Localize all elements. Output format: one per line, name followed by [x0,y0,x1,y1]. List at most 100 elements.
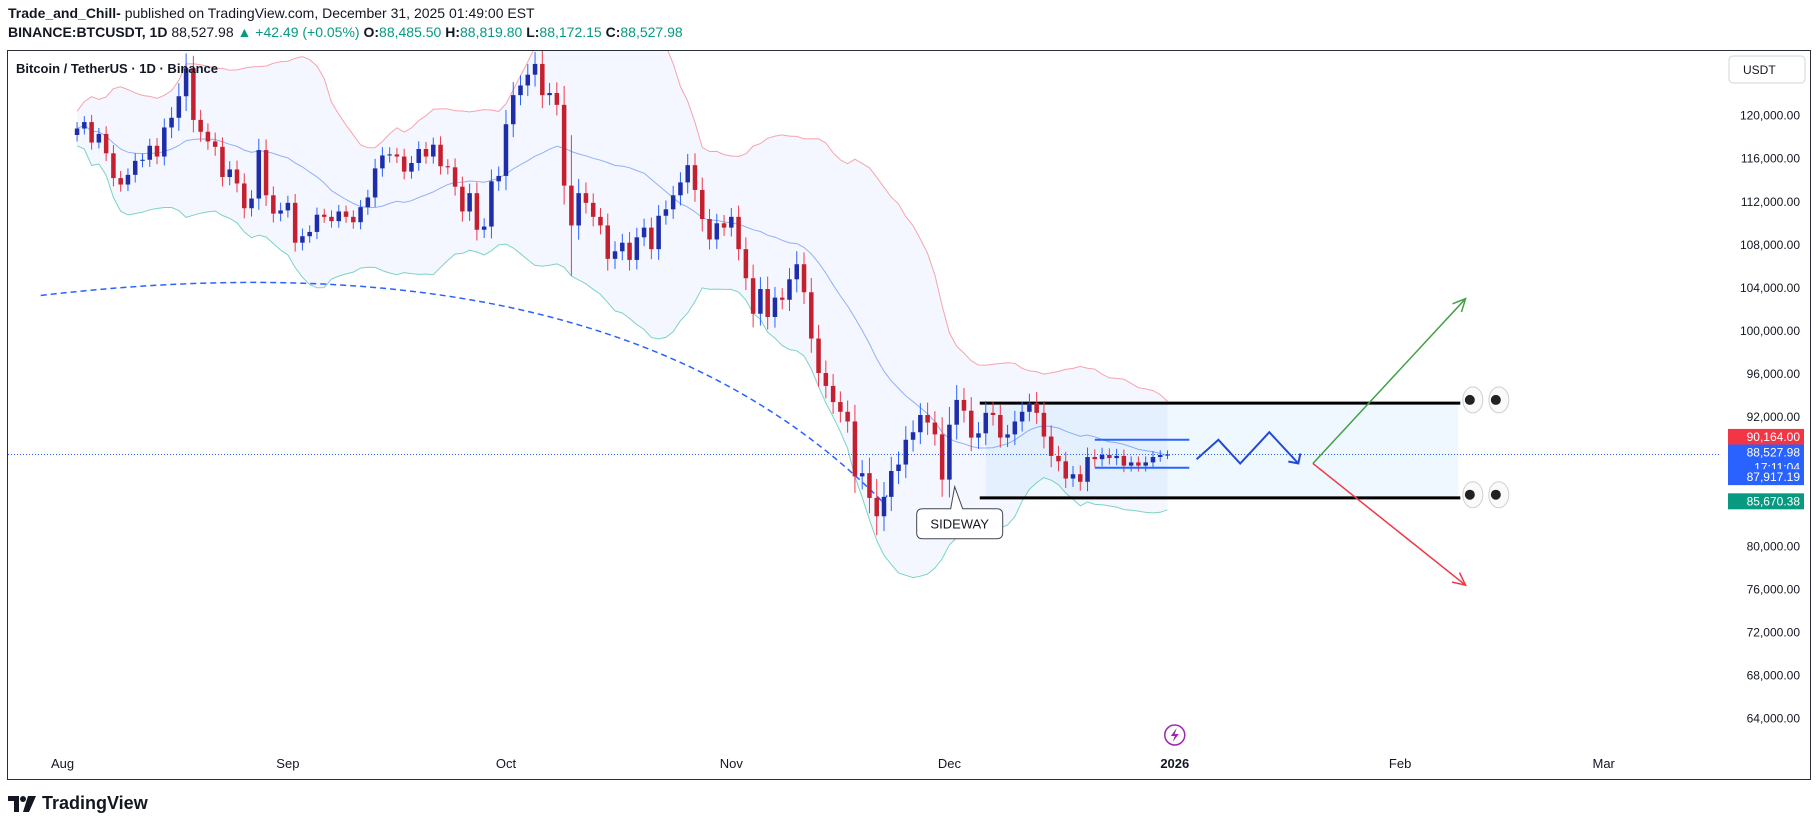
candle-body [765,289,770,317]
candle-body [1048,436,1054,456]
price-label-text: 87,917.19 [1747,470,1801,484]
projection-down-arrow [1312,462,1467,586]
close-label: C: [605,24,621,40]
candle-body [1099,454,1105,460]
candle [1048,425,1054,468]
candle-body [547,93,552,96]
candle [954,385,959,440]
candle-body [220,146,225,177]
candle-body [1041,412,1047,437]
candle [1012,410,1018,446]
candle-body [82,122,87,129]
candle [358,200,363,230]
candle [82,116,87,135]
candle [1005,424,1010,448]
author-name[interactable]: Trade_and_Chill- [8,5,121,21]
candle-body [918,415,923,433]
candle [1070,465,1076,487]
candle-body [787,279,792,300]
currency-label: USDT [1743,63,1776,77]
candle [932,411,938,446]
candle-body [707,219,712,240]
x-tick-label: Dec [938,756,962,771]
candle [1019,401,1025,432]
y-axis[interactable]: 64,000.00 68,000.00 72,000.00 76,000.00 80,0… [1728,66,1804,726]
candle-body [401,156,407,172]
tradingview-logo[interactable]: TradingView [8,793,148,814]
candle-body [336,211,342,222]
candle-body [1019,411,1025,422]
x-tick-label: Aug [51,756,74,771]
price-label-bg [1728,493,1804,510]
candle-body [162,127,167,157]
brand-name: TradingView [42,793,148,813]
candle [438,136,443,175]
candle [329,210,334,228]
candle [242,173,247,219]
candle [830,374,836,414]
candle [779,288,785,310]
candle-body [1150,457,1156,463]
close-value: 88,527.98 [620,24,683,40]
sideway-range[interactable] [979,401,1461,500]
candle-body [358,207,363,223]
candle-body [816,338,821,373]
arc-arrowhead [877,495,888,505]
candle-body [431,144,436,157]
candle [889,456,894,512]
price-label-text: 88,527.98 [1747,446,1801,460]
candle [670,185,676,219]
candle [249,190,254,217]
event-lightning-icon [1164,724,1186,746]
candle [838,391,843,423]
candle [1114,448,1119,466]
candle-body [947,424,952,480]
candle [481,218,487,239]
candle [1128,456,1134,472]
projection-drawings[interactable]: SIDEWAY [916,297,1510,746]
candle-body [74,128,80,135]
candle-body [176,96,182,118]
candle-body [183,68,189,97]
candle-body [249,198,254,209]
candle-body [416,149,421,163]
candle [96,128,102,149]
candle-body [874,497,879,517]
candle [925,402,930,435]
candle [1063,451,1068,489]
candle [612,241,618,269]
price-change: ▲ +42.49 (+0.05%) [237,24,360,40]
candle [300,228,305,251]
candle [489,169,494,239]
candle [576,178,581,240]
x-axis[interactable]: Aug Sep Oct Nov Dec 2026 Feb Mar [51,756,1616,771]
tradingview-logo-icon [8,795,36,812]
candle-body [292,202,298,243]
price-label-bg [1728,444,1804,461]
candle-body [234,169,240,184]
sideway-callout: SIDEWAY [916,484,1004,540]
candle-body [496,175,501,182]
candle [968,397,974,452]
candle-body [692,165,698,190]
candle [460,176,465,222]
candle [234,160,240,193]
candle-body [729,216,734,228]
y-tick-label: 64,000.00 [1747,712,1801,726]
candle [387,147,392,163]
candle [823,360,829,399]
candle-body [263,150,269,196]
candle-body [590,202,596,217]
currency-button[interactable]: USDT [1728,55,1806,84]
candle [649,217,654,260]
candle [285,195,291,218]
candle-body [910,432,916,440]
candle-body [1143,462,1148,466]
candle [1143,456,1148,472]
candle-body [896,464,901,471]
candle [1027,393,1032,422]
candle-body [1136,462,1141,466]
candle-body [278,210,283,214]
y-tick-label: 96,000.00 [1747,367,1801,381]
